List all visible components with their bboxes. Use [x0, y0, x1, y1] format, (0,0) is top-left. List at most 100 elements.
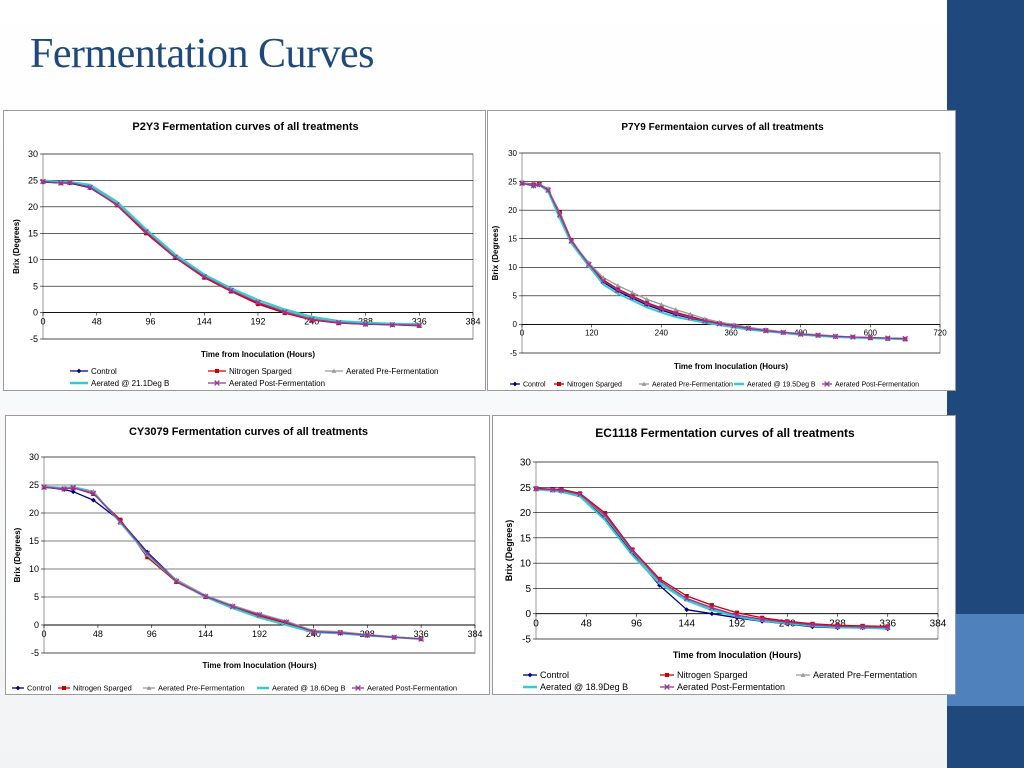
x-tick-label: 192 [250, 317, 265, 327]
data-point [70, 489, 76, 495]
legend-label: Aerated Post-Fermentation [835, 381, 919, 388]
data-point [702, 318, 708, 324]
data-point [61, 486, 68, 492]
data-point [745, 325, 752, 332]
y-tick-label: 15 [28, 228, 38, 238]
series-line [43, 486, 422, 640]
y-tick-label: 20 [28, 202, 38, 212]
data-point [335, 319, 342, 326]
legend-marker [664, 684, 670, 690]
legend-item: Aerated Pre-Fermentation [796, 670, 917, 680]
series-nitrogen-sparged [40, 179, 422, 328]
data-point [202, 275, 207, 280]
chart-panel-p2y3: P2Y3 Fermentation curves of all treatmen… [3, 110, 486, 391]
data-point [600, 275, 606, 280]
chart-title: CY3079 Fermentation curves of all treatm… [129, 426, 368, 438]
x-tick-label: 192 [729, 619, 746, 630]
series-aerated-post-fermentation [533, 485, 891, 631]
data-point [602, 512, 608, 518]
legend-marker [556, 381, 562, 387]
series-line [42, 181, 420, 326]
data-point [41, 484, 47, 491]
y-tick-label: 10 [520, 559, 532, 570]
legend-marker [641, 381, 647, 386]
data-point [67, 179, 73, 186]
data-point [672, 310, 679, 317]
x-tick-label: 192 [252, 629, 267, 639]
y-tick-label: 10 [508, 263, 517, 272]
slide-title: Fermentation Curves [30, 31, 374, 77]
legend-item: Aerated @ 21.1Deg B [70, 379, 169, 388]
data-point [533, 485, 539, 492]
series-line [535, 488, 888, 629]
legend: Control Nitrogen Sparged Aerated Pre-Ferme… [523, 670, 917, 692]
legend-marker [146, 685, 152, 690]
data-point [673, 310, 678, 315]
x-tick-label: 120 [585, 328, 599, 337]
series-line [43, 485, 422, 640]
data-point [229, 603, 236, 610]
data-point [228, 287, 234, 294]
data-point [577, 491, 583, 498]
legend-label: Control [91, 367, 117, 376]
x-tick-label: 384 [930, 619, 947, 630]
legend-label: Aerated Post-Fermentation [229, 379, 325, 388]
data-point [145, 555, 150, 560]
data-point [117, 518, 124, 525]
series-aerated-18-9deg-b [535, 488, 888, 630]
series-line [521, 181, 906, 340]
data-point [545, 187, 551, 194]
legend-item: Nitrogen Sparged [208, 367, 292, 376]
data-point [644, 296, 650, 302]
data-point [850, 334, 856, 340]
series-nitrogen-sparged [41, 484, 424, 642]
legend-label: Nitrogen Sparged [229, 367, 292, 376]
legend: Control Nitrogen Sparged Aerated Pre-Ferme… [510, 381, 919, 388]
x-tick-label: 0 [533, 619, 539, 630]
data-point [687, 314, 694, 321]
data-point [603, 511, 608, 516]
x-tick-label: 96 [631, 619, 643, 630]
data-point [308, 316, 315, 323]
data-point [600, 278, 607, 284]
data-point [585, 261, 592, 268]
data-point [40, 178, 46, 185]
chart-svg: P7Y9 Fermentaion curves of all treatment… [491, 122, 947, 388]
data-point [536, 181, 543, 188]
data-point [143, 231, 149, 236]
data-point [173, 578, 180, 585]
x-tick-label: 48 [581, 619, 593, 630]
data-point [614, 287, 621, 294]
legend-marker [15, 685, 21, 691]
legend-item: Control [12, 684, 52, 693]
data-point [684, 607, 690, 613]
series-aerated-post-fermentation [519, 180, 909, 342]
legend-label: Aerated Pre-Fermentation [158, 684, 245, 693]
legend-item: Aerated Post-Fermentation [208, 379, 325, 388]
series-line [521, 182, 906, 341]
data-point [734, 610, 740, 615]
legend-item: Control [523, 670, 569, 680]
data-point [257, 614, 262, 619]
y-axis-label: Brix (Degrees) [12, 219, 21, 274]
legend-label: Control [540, 670, 569, 680]
data-point [629, 290, 635, 295]
series-line [42, 180, 420, 326]
x-tick-label: 144 [678, 619, 695, 630]
series-aerated-pre-fermentation [41, 483, 424, 641]
y-tick-label: 0 [33, 308, 38, 318]
data-point [615, 286, 620, 292]
chart-panel-p7y9: P7Y9 Fermentaion curves of all treatment… [487, 110, 956, 391]
data-point [144, 550, 151, 557]
legend-marker [664, 672, 670, 678]
legend-item: Aerated @ 18.9Deg B [523, 682, 628, 692]
legend-marker [331, 368, 337, 373]
data-point [709, 604, 715, 611]
legend-label: Aerated Post-Fermentation [677, 682, 785, 692]
chart-panel-ec1118: EC1118 Fermentation curves of all treatm… [492, 415, 956, 695]
legend-label: Aerated @ 19.5Deg B [747, 381, 816, 388]
data-point [759, 616, 765, 623]
data-point [658, 306, 665, 312]
data-point [114, 201, 120, 208]
data-point [558, 487, 564, 494]
